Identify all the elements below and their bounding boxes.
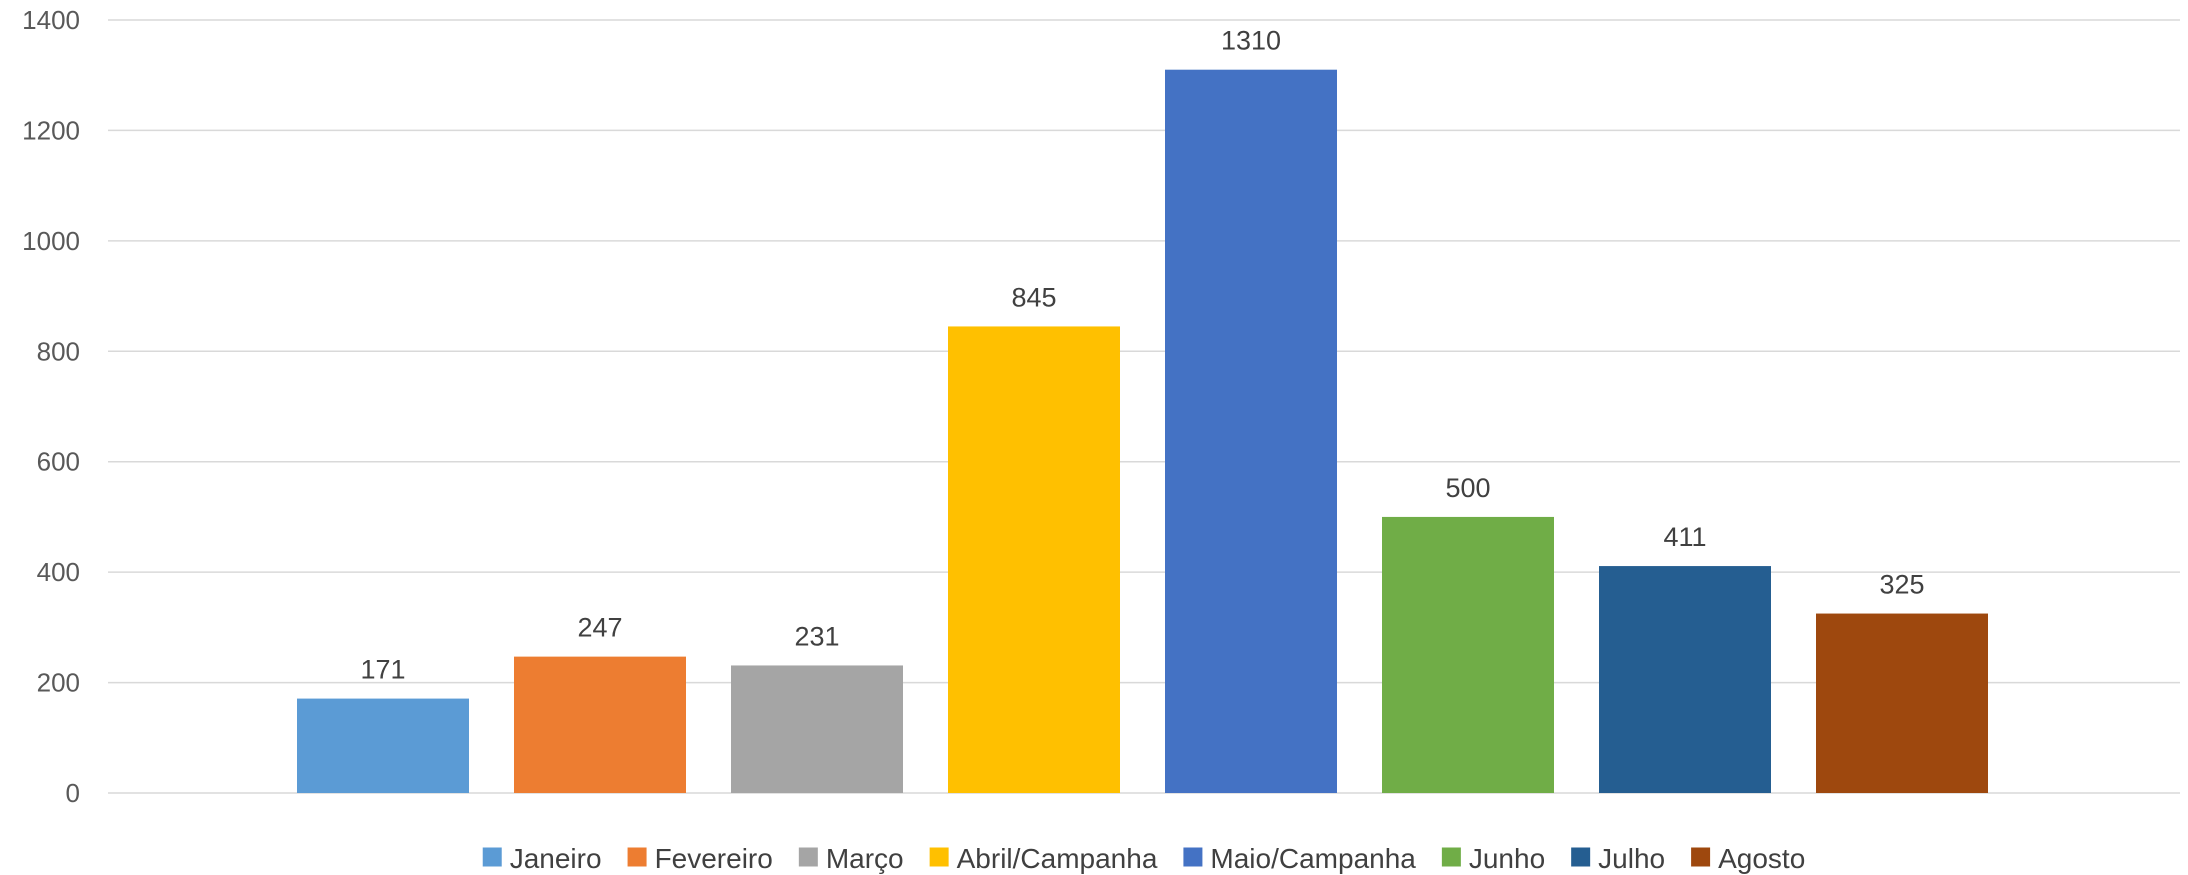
legend-swatch <box>1441 847 1461 867</box>
legend-label: Março <box>826 843 904 874</box>
y-tick-label: 600 <box>37 447 80 477</box>
bar-agosto <box>1816 613 1988 793</box>
bar-junho <box>1382 516 1554 793</box>
legend-swatch <box>1691 847 1711 867</box>
legend-item: Março <box>798 843 904 874</box>
bar-abril-campanha <box>948 326 1120 793</box>
data-label: 411 <box>1663 522 1706 552</box>
y-tick-label: 0 <box>66 778 80 808</box>
legend-item: Janeiro <box>482 843 602 874</box>
data-label: 500 <box>1445 473 1490 503</box>
legend-label: Abril/Campanha <box>957 843 1158 874</box>
legend-swatch <box>482 847 502 867</box>
legend-label: Maio/Campanha <box>1210 843 1416 874</box>
y-axis-tick-labels: 0 200 400 600 800 1000 1200 1400 <box>22 5 80 808</box>
y-tick-label: 1400 <box>22 5 80 35</box>
legend-item: Fevereiro <box>627 843 773 874</box>
legend-item: Agosto <box>1691 843 1805 874</box>
bar-fevereiro <box>514 656 686 793</box>
legend-label: Julho <box>1598 843 1665 874</box>
legend-swatch <box>1183 847 1203 867</box>
legend-swatch <box>929 847 949 867</box>
y-tick-label: 1200 <box>22 115 80 145</box>
y-tick-label: 200 <box>37 668 80 698</box>
legend-swatch <box>627 847 647 867</box>
data-label: 1310 <box>1221 26 1281 56</box>
bar-janeiro <box>297 698 469 793</box>
y-tick-label: 800 <box>37 336 80 366</box>
data-label: 171 <box>360 655 405 685</box>
data-label: 325 <box>1879 570 1924 600</box>
legend-label: Fevereiro <box>655 843 773 874</box>
y-tick-label: 1000 <box>22 226 80 256</box>
legend-item: Junho <box>1441 843 1545 874</box>
legend-item: Abril/Campanha <box>929 843 1158 874</box>
bars <box>297 69 1988 793</box>
bar-julho <box>1599 566 1771 793</box>
legend-label: Agosto <box>1718 843 1805 874</box>
bar-maio-campanha <box>1165 69 1337 793</box>
data-labels: 171 247 231 845 1310 500 411 325 <box>360 26 1924 685</box>
legend-swatch <box>798 847 818 867</box>
legend-item: Maio/Campanha <box>1183 843 1416 874</box>
bar-mar-o <box>731 665 903 793</box>
data-label: 231 <box>794 621 839 651</box>
data-label: 845 <box>1011 282 1056 312</box>
legend: Janeiro Fevereiro Março Abril/Campanha Maio/… <box>482 843 1805 874</box>
legend-item: Julho <box>1571 843 1665 874</box>
legend-swatch <box>1571 847 1591 867</box>
data-label: 247 <box>577 613 622 643</box>
gridlines <box>108 19 2180 794</box>
legend-label: Janeiro <box>510 843 602 874</box>
legend-label: Junho <box>1469 843 1545 874</box>
y-tick-label: 400 <box>37 557 80 587</box>
